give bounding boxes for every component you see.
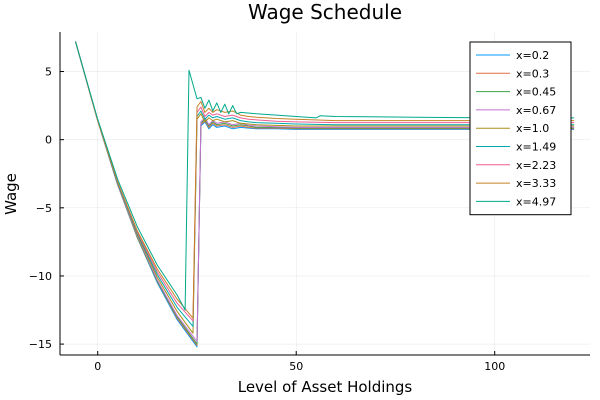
y-tick-label: −5 [36,202,52,215]
y-tick-label: 0 [45,134,52,147]
legend-label: x=1.49 [516,141,556,154]
legend-label: x=0.2 [516,49,549,62]
x-axis-label: Level of Asset Holdings [238,378,413,396]
x-tick-label: 0 [94,360,101,373]
y-axis-label: Wage [2,173,20,215]
series-line-2 [75,41,575,345]
x-tick-label: 100 [484,360,505,373]
series-line-5 [75,41,575,327]
y-tick-label: −15 [29,338,52,351]
legend: x=0.2 x=0.3 x=0.45 x=0.67 x=1.0 x=1.49 x=2.23 x… [469,41,572,216]
series-line-8 [75,41,575,311]
series-lines [75,41,575,348]
series-line-6 [75,41,575,322]
legend-label: x=0.45 [516,86,556,99]
series-line-3 [75,41,575,342]
y-tick-label: −10 [29,270,52,283]
x-tick-label: 50 [289,360,303,373]
series-line-4 [75,41,575,334]
legend-label: x=1.0 [516,122,549,135]
y-tick-label: 5 [45,66,52,79]
chart-title: Wage Schedule [248,0,402,24]
legend-label: x=2.23 [516,159,556,172]
legend-label: x=0.3 [516,67,549,80]
x-ticks: 0 50 100 [94,351,505,373]
legend-label: x=0.67 [516,104,556,117]
legend-label: x=3.33 [516,177,556,190]
y-ticks: −15 −10 −5 0 5 [29,66,64,351]
legend-label: x=4.97 [516,195,556,208]
series-line-7 [75,41,575,319]
